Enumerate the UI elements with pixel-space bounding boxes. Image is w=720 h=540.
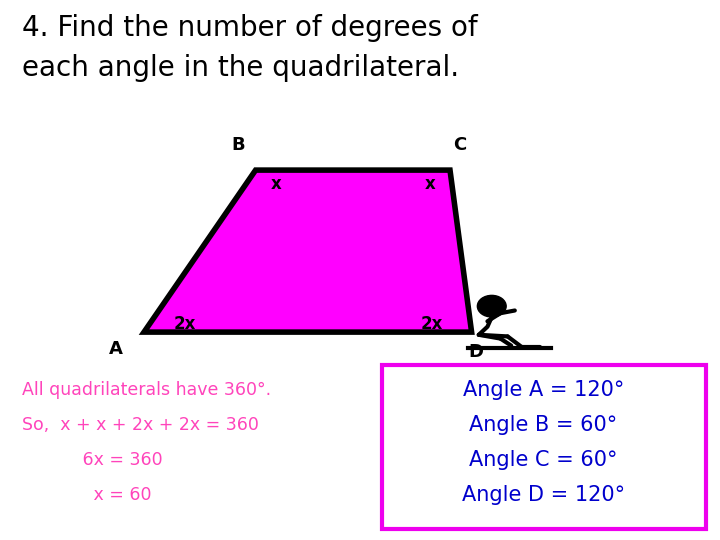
Text: Angle D = 120°: Angle D = 120° [462,485,625,505]
Text: Angle A = 120°: Angle A = 120° [463,380,624,401]
Text: 6x = 360: 6x = 360 [22,451,162,469]
Text: 2x: 2x [420,315,444,333]
Text: Angle B = 60°: Angle B = 60° [469,415,618,435]
FancyBboxPatch shape [382,364,706,529]
Text: x = 60: x = 60 [22,486,151,504]
Text: Angle C = 60°: Angle C = 60° [469,450,618,470]
Text: x: x [271,174,281,193]
Text: C: C [454,136,467,154]
Text: All quadrilaterals have 360°.: All quadrilaterals have 360°. [22,381,271,399]
Circle shape [477,295,506,317]
Text: 4. Find the number of degrees of: 4. Find the number of degrees of [22,14,477,42]
Text: 2x: 2x [174,315,197,333]
Text: D: D [468,343,483,361]
Polygon shape [144,170,472,332]
Text: B: B [231,136,245,154]
Text: A: A [109,340,122,358]
Text: each angle in the quadrilateral.: each angle in the quadrilateral. [22,54,459,82]
Text: x: x [425,174,435,193]
Text: So,  x + x + 2x + 2x = 360: So, x + x + 2x + 2x = 360 [22,416,258,434]
